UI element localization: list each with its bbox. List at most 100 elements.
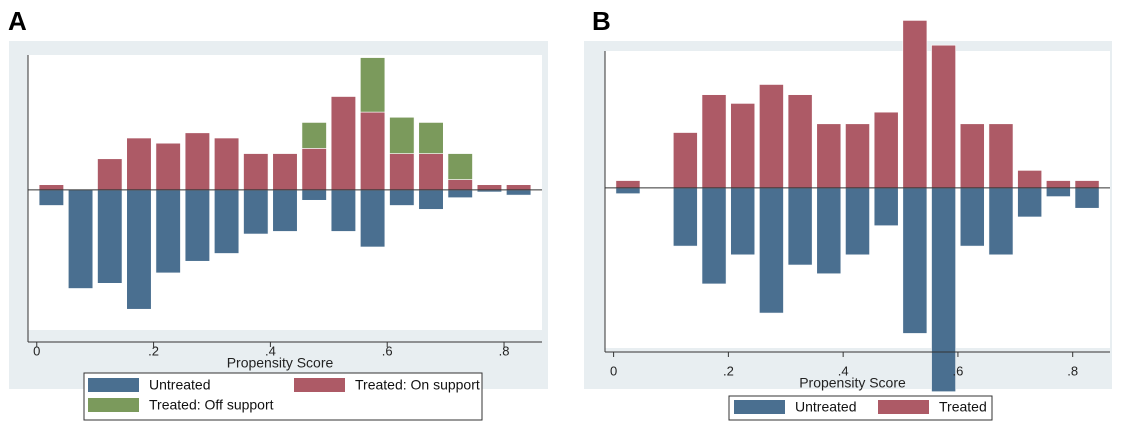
bar-treated_on xyxy=(816,123,842,189)
chart-panel-b: 0 .2 .4 .6 .8 Propensity Score Untreated Treate… xyxy=(584,20,1112,421)
legend-swatch-treated_on xyxy=(294,378,345,392)
bar-treated_on xyxy=(988,123,1014,189)
bar-treated_on xyxy=(184,132,210,191)
bar-treated_on xyxy=(506,184,532,191)
bar-untreated xyxy=(447,189,473,198)
bar-untreated xyxy=(184,189,210,262)
bars xyxy=(38,57,532,310)
bar-untreated xyxy=(873,187,899,227)
bar-untreated xyxy=(155,189,181,274)
x-axis-title: Propensity Score xyxy=(227,355,334,371)
bar-treated_on xyxy=(1017,170,1043,189)
legend-swatch-treated_on xyxy=(878,400,929,414)
x-tick-label: .6 xyxy=(382,343,393,358)
panel-a-label: A xyxy=(8,6,27,36)
chart-panel-a: 0 .2 .4 .6 .8 Propensity Score Untreated Treate… xyxy=(9,41,548,421)
bar-treated_off xyxy=(360,57,386,113)
bar-treated_on xyxy=(787,94,813,189)
bar-treated_on xyxy=(1074,180,1100,189)
legend-swatch-untreated xyxy=(734,400,785,414)
bar-treated_on xyxy=(701,94,727,189)
bar-treated_on xyxy=(959,123,985,189)
legend-label: Treated: On support xyxy=(355,377,480,393)
bar-untreated xyxy=(787,187,813,266)
bar-untreated xyxy=(672,187,698,247)
bar-treated_on xyxy=(873,111,899,189)
x-tick-label: .4 xyxy=(265,343,276,358)
bar-untreated xyxy=(845,187,870,256)
bar-untreated xyxy=(330,189,356,232)
bar-untreated xyxy=(97,189,123,284)
bar-treated_on xyxy=(301,148,327,191)
legend-label: Treated xyxy=(939,399,987,415)
bar-untreated xyxy=(959,187,985,247)
bar-treated_on xyxy=(272,153,298,191)
bar-untreated xyxy=(506,189,532,196)
bar-treated_off xyxy=(389,116,415,154)
bar-treated_on xyxy=(155,142,181,191)
bar-untreated xyxy=(615,187,641,194)
bar-treated_off xyxy=(418,122,444,154)
bar-treated_on xyxy=(243,153,269,191)
bar-treated_on xyxy=(476,184,502,191)
bar-untreated xyxy=(126,189,152,310)
bar-treated_on xyxy=(214,137,240,191)
bar-treated_on xyxy=(672,132,698,189)
legend-swatch-treated_off xyxy=(88,398,139,412)
bar-untreated xyxy=(38,189,64,206)
bar-untreated xyxy=(272,189,298,232)
bar-treated_on xyxy=(330,96,356,191)
bar-treated_on xyxy=(418,153,444,191)
bar-treated_on xyxy=(1046,180,1071,189)
bar-treated_on xyxy=(730,103,756,189)
bar-untreated xyxy=(301,189,327,201)
bar-treated_on xyxy=(126,137,152,191)
legend-label: Treated: Off support xyxy=(149,397,274,413)
panel-b-label: B xyxy=(592,6,611,36)
legend-box xyxy=(83,372,483,421)
x-axis-title: Propensity Score xyxy=(799,375,906,391)
bar-treated_on xyxy=(447,179,473,191)
bar-untreated xyxy=(988,187,1014,256)
bar-untreated xyxy=(1074,187,1100,209)
legend-label: Untreated xyxy=(149,377,210,393)
bar-treated_on xyxy=(360,111,386,191)
bar-untreated xyxy=(389,189,415,206)
bar-untreated xyxy=(931,187,956,392)
x-tick-label: .2 xyxy=(148,343,159,358)
bar-untreated xyxy=(902,187,928,334)
bar-untreated xyxy=(1046,187,1071,197)
x-tick-label: .6 xyxy=(953,363,964,378)
x-tick-label: .2 xyxy=(723,363,734,378)
bar-treated_on xyxy=(902,20,928,189)
bar-treated_off xyxy=(447,153,473,180)
legend: Untreated Treated: On support Treated: Off… xyxy=(83,372,483,421)
bar-treated_on xyxy=(389,153,415,191)
bar-untreated xyxy=(68,189,94,289)
x-tick-label: 0 xyxy=(33,343,40,358)
x-tick-label: .8 xyxy=(499,343,510,358)
bar-untreated xyxy=(1017,187,1043,218)
bar-untreated xyxy=(243,189,269,235)
x-tick-label: .4 xyxy=(838,363,849,378)
bar-untreated xyxy=(418,189,444,210)
bar-untreated xyxy=(759,187,784,314)
bar-untreated xyxy=(701,187,727,285)
bar-treated_on xyxy=(759,84,784,189)
bar-untreated xyxy=(816,187,842,275)
bar-untreated xyxy=(360,189,386,248)
bar-treated_on xyxy=(931,44,956,189)
bar-treated_on xyxy=(38,184,64,191)
x-tick-label: 0 xyxy=(610,363,617,378)
bar-treated_on xyxy=(845,123,870,189)
bar-treated_on xyxy=(615,180,641,189)
legend-swatch-untreated xyxy=(88,378,139,392)
bar-treated_on xyxy=(97,158,123,191)
bar-treated_off xyxy=(301,122,327,149)
x-tick-label: .8 xyxy=(1067,363,1078,378)
legend: Untreated Treated xyxy=(728,395,993,421)
bar-untreated xyxy=(730,187,756,256)
bar-untreated xyxy=(214,189,240,254)
legend-label: Untreated xyxy=(795,399,856,415)
